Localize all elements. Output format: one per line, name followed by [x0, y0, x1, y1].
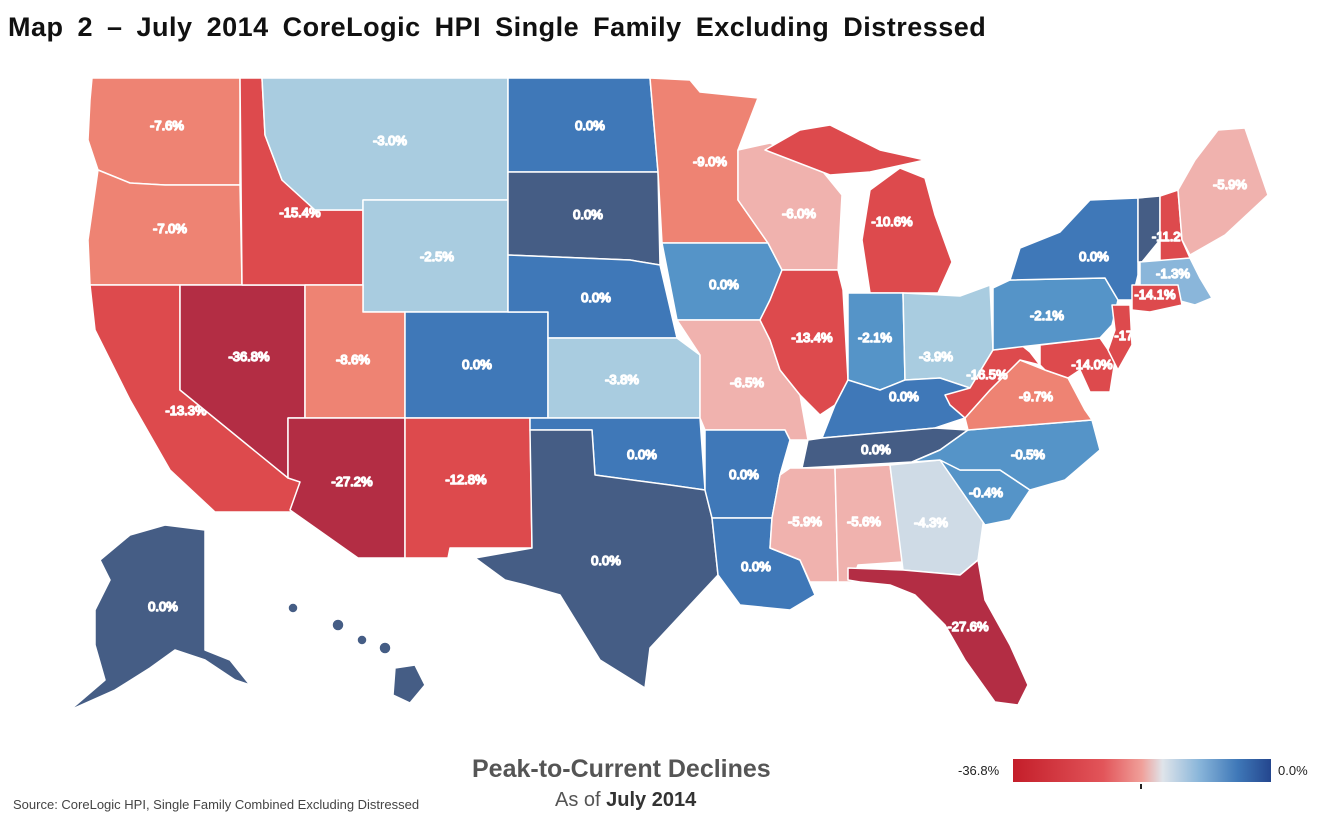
state-ky[interactable]: 0.0%: [821, 377, 971, 439]
state-tn-label: 0.0%: [861, 442, 891, 457]
color-scale-min-label: -36.8%: [958, 763, 1000, 778]
state-pa-label: -2.1%: [1030, 308, 1064, 323]
state-ct-ri[interactable]: -14.1%: [1131, 284, 1183, 313]
state-fl-label: -27.6%: [947, 619, 989, 634]
state-fl[interactable]: -27.6%: [847, 559, 1029, 706]
state-ma-label: -1.3%: [1156, 266, 1190, 281]
state-md[interactable]: -14.0%: [1039, 337, 1116, 393]
state-la-label: 0.0%: [741, 559, 771, 574]
state-in[interactable]: -2.1%: [847, 292, 906, 391]
state-me-label: -5.9%: [1213, 177, 1247, 192]
state-az[interactable]: -27.2%: [287, 417, 406, 559]
state-ny-label: 0.0%: [1079, 249, 1109, 264]
state-ks[interactable]: -3.8%: [547, 337, 701, 419]
state-mt-label: -3.0%: [373, 133, 407, 148]
state-ne-label: 0.0%: [581, 290, 611, 305]
state-wi[interactable]: -6.0%: [737, 142, 843, 271]
state-la[interactable]: 0.0%: [711, 517, 816, 611]
state-pa[interactable]: -2.1%: [992, 277, 1119, 351]
color-scale-max-label: 0.0%: [1278, 763, 1308, 778]
state-tn[interactable]: 0.0%: [801, 427, 969, 469]
state-sc[interactable]: -0.4%: [939, 459, 1031, 526]
state-nd-label: 0.0%: [575, 118, 605, 133]
state-al[interactable]: -5.6%: [834, 464, 904, 583]
legend-title: Peak-to-Current Declines: [472, 755, 771, 783]
state-tx-label: 0.0%: [591, 553, 621, 568]
color-scale-tick: [1140, 784, 1142, 789]
state-nv[interactable]: -36.8%: [179, 284, 306, 479]
state-ks-label: -3.8%: [605, 372, 639, 387]
state-va-label: -9.7%: [1019, 389, 1053, 404]
state-nv-label: -36.8%: [228, 349, 270, 364]
state-oh-label: -3.9%: [919, 349, 953, 364]
state-id-label: -15.4%: [279, 205, 321, 220]
state-al-label: -5.6%: [847, 514, 881, 529]
state-nj-label: -17.2%: [1114, 328, 1156, 343]
state-nj[interactable]: -17.2%: [1107, 304, 1157, 371]
state-wy-label: -2.5%: [420, 249, 454, 264]
map-title: Map 2 – July 2014 CoreLogic HPI Single F…: [8, 12, 987, 42]
state-vt[interactable]: [1137, 195, 1161, 263]
state-sc-label: -0.4%: [969, 485, 1003, 500]
state-in-label: -2.1%: [858, 330, 892, 345]
state-ak-label: 0.0%: [148, 599, 178, 614]
state-nd[interactable]: 0.0%: [507, 77, 659, 173]
state-il-label: -13.4%: [791, 330, 833, 345]
state-nc-label: -0.5%: [1011, 447, 1045, 462]
state-wi-label: -6.0%: [782, 206, 816, 221]
state-wa[interactable]: -7.6%: [87, 77, 241, 186]
state-nm[interactable]: -12.8%: [404, 417, 533, 559]
state-sd-label: 0.0%: [573, 207, 603, 222]
state-mo-label: -6.5%: [730, 375, 764, 390]
state-ut-label: -8.6%: [336, 352, 370, 367]
state-ct-label: -14.1%: [1134, 287, 1176, 302]
state-nm-label: -12.8%: [445, 472, 487, 487]
state-ms-label: -5.9%: [788, 514, 822, 529]
state-nc[interactable]: -0.5%: [911, 419, 1101, 491]
state-ok-label: 0.0%: [627, 447, 657, 462]
state-mi-label: -10.6%: [871, 214, 913, 229]
state-sd[interactable]: 0.0%: [507, 171, 661, 266]
state-az-label: -27.2%: [331, 474, 373, 489]
source-note: Source: CoreLogic HPI, Single Family Com…: [13, 797, 420, 812]
state-ak[interactable]: 0.0%: [69, 524, 251, 711]
state-ne[interactable]: 0.0%: [507, 254, 678, 339]
state-mt[interactable]: -3.0%: [261, 77, 509, 211]
state-ny[interactable]: 0.0%: [1009, 197, 1139, 301]
legend-subtitle-date: July 2014: [606, 789, 697, 811]
state-ca-label: -13.3%: [165, 403, 207, 418]
state-wy[interactable]: -2.5%: [362, 199, 509, 313]
state-tx[interactable]: 0.0%: [474, 429, 719, 689]
state-ar-label: 0.0%: [729, 467, 759, 482]
state-co[interactable]: 0.0%: [404, 311, 549, 419]
state-hi-label: 0.0%: [365, 614, 395, 629]
legend-subtitle-prefix: As of: [555, 789, 601, 811]
state-il[interactable]: -13.4%: [759, 269, 849, 416]
state-md-label: -14.0%: [1071, 357, 1113, 372]
state-ut[interactable]: -8.6%: [304, 284, 406, 419]
state-wv-label: -16.5%: [966, 367, 1008, 382]
legend-subtitle: As of July 2014: [555, 789, 696, 812]
state-co-label: 0.0%: [462, 357, 492, 372]
state-ky-label: 0.0%: [889, 389, 919, 404]
state-oh[interactable]: -3.9%: [902, 284, 994, 389]
state-hi[interactable]: 0.0%: [287, 602, 426, 704]
state-ga-label: -4.3%: [914, 515, 948, 530]
state-wa-label: -7.6%: [150, 118, 184, 133]
color-scale-bar: [1013, 759, 1271, 782]
state-ia[interactable]: 0.0%: [661, 242, 783, 321]
state-or[interactable]: -7.0%: [87, 169, 243, 286]
state-ia-label: 0.0%: [709, 277, 739, 292]
state-mn-label: -9.0%: [693, 154, 727, 169]
state-or-label: -7.0%: [153, 221, 187, 236]
state-mi[interactable]: -10.6%: [764, 124, 953, 294]
state-me[interactable]: -5.9%: [1177, 127, 1269, 256]
